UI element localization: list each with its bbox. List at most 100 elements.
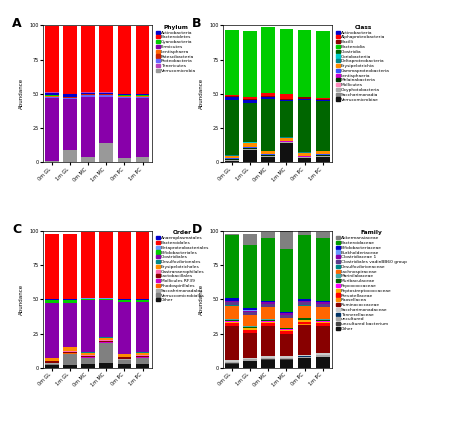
Bar: [261, 27, 275, 93]
Bar: [316, 302, 329, 304]
Bar: [225, 158, 238, 159]
Bar: [298, 231, 311, 235]
Bar: [298, 325, 311, 355]
Bar: [298, 153, 311, 156]
Bar: [261, 96, 275, 97]
Bar: [45, 300, 59, 303]
Bar: [316, 326, 329, 354]
Bar: [100, 343, 113, 363]
Bar: [243, 361, 257, 368]
Bar: [243, 357, 257, 359]
Bar: [136, 96, 149, 98]
Bar: [298, 302, 311, 305]
Legend: Akkermansiaceae, Bacteroidaceae, Bifidobacteriaceae, Burkholderiaceae, Clostridi: Akkermansiaceae, Bacteroidaceae, Bifidob…: [336, 231, 407, 331]
Bar: [261, 157, 275, 162]
Bar: [316, 321, 329, 323]
Bar: [45, 233, 59, 299]
Bar: [298, 321, 311, 324]
Bar: [82, 96, 95, 157]
Bar: [136, 157, 149, 162]
Bar: [298, 306, 311, 318]
Bar: [261, 97, 275, 99]
Bar: [261, 154, 275, 155]
Bar: [261, 326, 275, 356]
Bar: [225, 320, 238, 321]
Y-axis label: Abundance: Abundance: [199, 78, 204, 110]
Bar: [261, 93, 275, 96]
Bar: [118, 232, 131, 299]
Bar: [63, 354, 77, 365]
Bar: [243, 100, 257, 103]
Bar: [243, 327, 257, 328]
Bar: [63, 233, 77, 299]
Bar: [63, 94, 77, 97]
Bar: [243, 99, 257, 100]
Bar: [45, 303, 59, 358]
Bar: [225, 302, 238, 305]
Bar: [225, 360, 238, 362]
Text: A: A: [12, 17, 22, 30]
Bar: [45, 98, 59, 161]
Bar: [45, 365, 59, 368]
Bar: [225, 100, 238, 155]
Bar: [82, 232, 95, 298]
Bar: [225, 298, 238, 301]
Bar: [225, 364, 238, 368]
Bar: [118, 354, 131, 357]
Bar: [100, 338, 113, 341]
Bar: [225, 30, 238, 96]
Bar: [261, 302, 275, 304]
Bar: [298, 235, 311, 299]
Bar: [243, 328, 257, 330]
Bar: [225, 306, 238, 319]
Bar: [280, 143, 293, 162]
Bar: [100, 27, 113, 92]
Bar: [225, 301, 238, 302]
Bar: [316, 157, 329, 162]
Bar: [136, 358, 149, 364]
Bar: [261, 238, 275, 301]
Bar: [243, 312, 257, 315]
Bar: [316, 99, 329, 100]
Bar: [316, 232, 329, 238]
Bar: [82, 93, 95, 94]
Bar: [82, 300, 95, 352]
Bar: [280, 100, 293, 101]
Bar: [225, 96, 238, 97]
Bar: [100, 143, 113, 162]
Bar: [45, 96, 59, 98]
Bar: [243, 360, 257, 361]
Bar: [261, 301, 275, 302]
Bar: [45, 358, 59, 361]
Bar: [63, 365, 77, 368]
Bar: [261, 358, 275, 360]
Bar: [316, 31, 329, 98]
Bar: [100, 232, 113, 298]
Bar: [298, 301, 311, 302]
Bar: [280, 313, 293, 315]
Bar: [118, 96, 131, 98]
Y-axis label: Abundance: Abundance: [18, 284, 24, 315]
Bar: [82, 353, 95, 355]
Bar: [280, 94, 293, 99]
Legend: Anaeroplasmatales, Bacteroidales, Betaproteobacteriales, Bifidobacteriales, Clos: Anaeroplasmatales, Bacteroidales, Betapr…: [156, 231, 210, 302]
Bar: [280, 138, 293, 140]
Bar: [225, 235, 238, 298]
Bar: [316, 101, 329, 151]
Bar: [243, 308, 257, 310]
Bar: [100, 95, 113, 96]
Bar: [243, 150, 257, 162]
Bar: [118, 357, 131, 359]
Bar: [298, 355, 311, 356]
Bar: [100, 96, 113, 143]
Bar: [118, 360, 131, 364]
Bar: [243, 233, 257, 244]
Bar: [225, 326, 238, 360]
Legend: Actinobacteria, Bacteroidetes, Cyanobacteria, Firmicutes, Lentisphaera, Patescib: Actinobacteria, Bacteroidetes, Cyanobact…: [156, 25, 196, 73]
Bar: [316, 307, 329, 319]
Bar: [225, 161, 238, 162]
Bar: [82, 95, 95, 96]
Bar: [82, 356, 95, 357]
Bar: [225, 321, 238, 323]
Bar: [298, 30, 311, 97]
